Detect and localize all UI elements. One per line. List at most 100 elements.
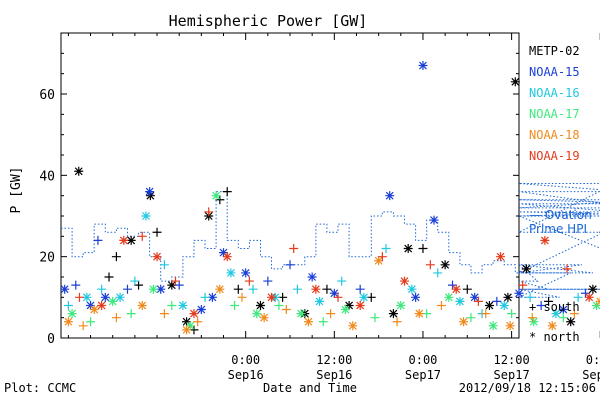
south-point: [74, 292, 84, 302]
north-point: [344, 300, 354, 310]
legend-ovation-line2: Prime HPI: [529, 222, 587, 236]
north-point: [595, 296, 600, 306]
x-tick-time-label: 0:00: [409, 353, 438, 367]
north-point: [89, 305, 99, 315]
north-point: [451, 284, 461, 294]
series-noaa-18: [63, 256, 600, 335]
ovation-step-path: [61, 183, 600, 298]
north-point: [303, 317, 313, 327]
south-point: [171, 276, 180, 286]
south-point: [377, 252, 387, 262]
axes: 02040600:00Sep1612:00Sep160:00Sep1712:00…: [39, 32, 600, 382]
x-axis-label: Date and Time: [263, 381, 357, 395]
north-point: [241, 268, 251, 278]
south-point: [448, 280, 458, 290]
north-point: [459, 317, 469, 327]
legend-entry-metp-02: METP-02: [529, 44, 580, 58]
south-point: [233, 284, 243, 294]
north-point: [108, 296, 118, 306]
legend-entry-noaa-16: NOAA-16: [529, 86, 580, 100]
south-point: [152, 227, 162, 237]
footer-timestamp: 2012/09/18 12:15:06: [459, 381, 596, 395]
y-tick-label: 60: [39, 88, 55, 103]
south-point: [126, 309, 136, 319]
south-point: [193, 317, 203, 327]
chart-title: Hemispheric Power [GW]: [169, 12, 368, 30]
north-point: [137, 300, 147, 310]
north-point: [267, 292, 277, 302]
legend: METP-02 NOAA-15 NOAA-16 NOAA-17 NOAA-18 NOAA-…: [529, 44, 592, 344]
north-point: [403, 244, 413, 254]
south-point: [159, 309, 169, 319]
south-point: [285, 260, 295, 270]
north-point: [145, 191, 155, 201]
north-point: [400, 276, 409, 286]
north-point: [182, 317, 192, 327]
south-point: [86, 317, 96, 327]
north-point: [126, 235, 136, 245]
x-tick-date-label: Sep16: [316, 368, 352, 382]
south-point: [558, 313, 568, 323]
x-tick-time-label: 12:00: [316, 353, 352, 367]
north-point: [470, 292, 480, 302]
x-tick-date-label: Sep17: [405, 368, 441, 382]
x-tick-date-label: Sep18: [582, 368, 600, 382]
south-point: [562, 264, 572, 274]
south-point: [204, 207, 214, 217]
y-tick-label: 40: [39, 169, 55, 184]
south-point: [536, 300, 546, 310]
south-point: [274, 300, 284, 310]
north-point: [496, 252, 506, 262]
north-point: [156, 284, 166, 294]
south-point: [281, 305, 291, 315]
north-point: [584, 292, 594, 302]
south-point: [492, 296, 502, 306]
south-point: [111, 313, 121, 323]
north-point: [411, 292, 421, 302]
south-point: [481, 309, 491, 319]
south-point: [200, 292, 210, 302]
north-point: [484, 300, 494, 310]
south-point: [322, 284, 332, 294]
north-point: [145, 187, 155, 197]
footer-plot-credit: Plot: CCMC: [4, 381, 76, 395]
south-point: [97, 284, 107, 294]
north-point: [207, 292, 217, 302]
north-point: [60, 284, 70, 294]
south-point: [71, 280, 81, 290]
north-point: [514, 288, 524, 298]
south-point: [237, 292, 247, 302]
marker-legend-south: + south: [529, 300, 580, 314]
south-point: [104, 272, 114, 282]
south-point: [292, 284, 302, 294]
north-point: [388, 309, 398, 319]
north-point: [488, 321, 498, 331]
south-point: [111, 252, 121, 262]
north-point: [499, 300, 509, 310]
south-point: [418, 244, 428, 254]
south-point: [527, 313, 537, 323]
north-point: [355, 300, 365, 310]
south-point: [466, 313, 476, 323]
series-noaa-17: [67, 191, 600, 331]
north-point: [63, 317, 73, 327]
north-point: [315, 296, 325, 306]
north-point: [311, 284, 321, 294]
north-point: [540, 235, 550, 245]
legend-ovation-line1: — Ovation: [529, 208, 592, 222]
data-points: [60, 61, 600, 335]
north-point: [259, 313, 269, 323]
north-point: [222, 252, 232, 262]
south-point: [215, 195, 225, 205]
north-point: [521, 264, 531, 274]
south-point: [130, 276, 140, 286]
x-tick-date-label: Sep17: [494, 368, 530, 382]
legend-entry-noaa-17: NOAA-17: [529, 107, 580, 121]
south-point: [337, 276, 347, 286]
south-point: [244, 276, 254, 286]
south-point: [436, 300, 446, 310]
north-point: [429, 215, 439, 225]
south-point: [230, 300, 240, 310]
north-point: [167, 280, 177, 290]
